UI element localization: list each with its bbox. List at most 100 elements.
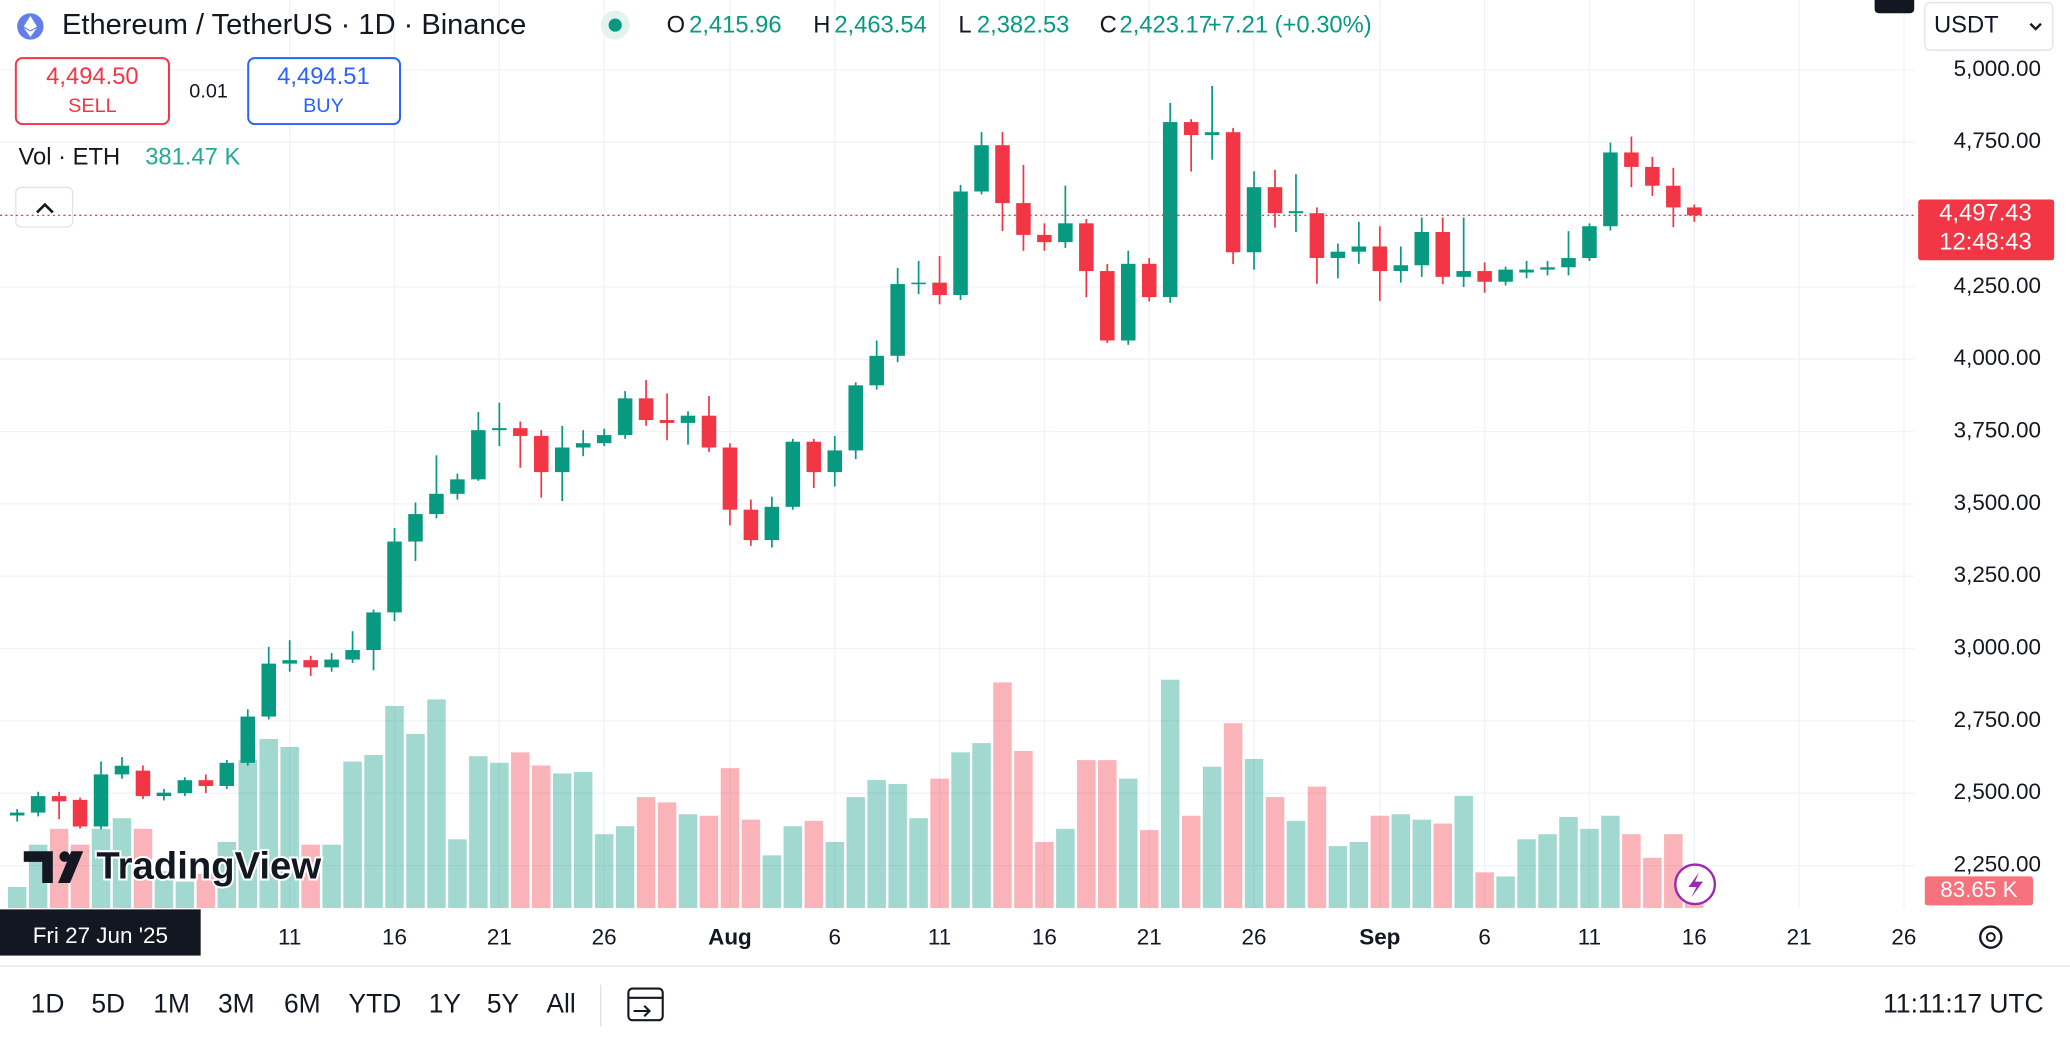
candle-body <box>1498 269 1513 282</box>
volume-bar <box>1265 797 1285 909</box>
candle-body <box>1645 166 1660 186</box>
currency: USDT <box>1934 12 1999 39</box>
volume-bar <box>1160 679 1180 909</box>
volume-bar <box>657 802 677 909</box>
candle-body <box>743 509 759 541</box>
calendar-arrow <box>633 1004 652 1018</box>
candle-body <box>1079 223 1094 272</box>
volume-bar <box>196 873 216 909</box>
candle-body <box>1351 246 1367 252</box>
candle-body <box>345 650 360 660</box>
volume-bar <box>1119 778 1138 909</box>
volume-bar <box>1538 834 1557 909</box>
candle-body <box>1666 185 1681 208</box>
volume-bar <box>1391 814 1411 909</box>
y-tick-label: 3,000.00 <box>1954 634 2041 659</box>
y-tick-label: 2,750.00 <box>1954 707 2041 732</box>
volume-bar <box>972 743 991 909</box>
candle-body <box>30 796 46 813</box>
range-button[interactable]: YTD <box>349 989 402 1019</box>
candle-body <box>995 145 1010 204</box>
volume-bar <box>364 755 383 909</box>
candle-body <box>1225 132 1241 253</box>
y-tick-label: 5,000.00 <box>1954 56 2041 81</box>
candle-body <box>282 660 297 664</box>
volume-bar <box>1580 828 1599 909</box>
candle-body <box>492 428 507 431</box>
volume-bar <box>699 815 719 909</box>
currency-dropdown[interactable] <box>1924 1 2054 51</box>
volume-bar <box>1349 841 1369 909</box>
volume-bar <box>1307 786 1327 909</box>
candle-body <box>638 398 654 421</box>
volume-bar <box>1014 750 1033 909</box>
candle-body <box>1372 246 1388 272</box>
candle-body <box>1519 269 1534 273</box>
candle-body <box>1330 251 1346 259</box>
range-button[interactable]: 3M <box>218 989 255 1019</box>
calendar-button[interactable] <box>627 987 664 1022</box>
ohlc-key: O <box>667 12 685 39</box>
candle-body <box>51 796 67 802</box>
candle-body <box>701 415 717 448</box>
y-tick-label: 3,500.00 <box>1954 490 2041 515</box>
volume-bar <box>1223 723 1243 909</box>
candle-body <box>198 780 214 786</box>
ohlc-value: 2,415.96 <box>689 12 781 39</box>
settings-button[interactable] <box>1979 925 2003 949</box>
volume-bar <box>343 761 362 909</box>
range-button[interactable]: 1D <box>31 989 65 1019</box>
top-badge[interactable] <box>1874 0 1915 14</box>
volume-bar <box>154 871 174 909</box>
candle-body <box>429 493 444 515</box>
x-tick-label: 21 <box>1787 924 1812 949</box>
y-tick-label: 3,250.00 <box>1954 562 2041 587</box>
candle-body <box>764 506 780 541</box>
volume-bar <box>259 739 278 909</box>
countdown: 12:48:43 <box>1939 228 2031 255</box>
volume-bar <box>238 760 258 909</box>
candle-body <box>261 663 276 717</box>
candle-body <box>1540 267 1555 270</box>
range-button[interactable]: 5Y <box>487 989 520 1019</box>
volume-bar <box>804 820 824 909</box>
range-button[interactable]: 1M <box>153 989 190 1019</box>
candle-body <box>575 443 591 448</box>
volume-bar <box>846 797 865 909</box>
candle-body <box>387 541 402 613</box>
volume-bar <box>1077 760 1096 909</box>
crosshair-date: Fri 27 Jun '25 <box>33 923 168 948</box>
candle-body <box>156 792 172 797</box>
buy-button[interactable] <box>247 57 401 126</box>
candle-body <box>722 447 738 510</box>
candle-body <box>471 430 486 480</box>
candle-body <box>1141 263 1157 298</box>
y-tick-label: 4,250.00 <box>1954 273 2041 298</box>
candle-body <box>596 435 612 444</box>
sell-button[interactable] <box>14 57 170 126</box>
candles <box>9 85 1702 830</box>
volume-bar <box>636 797 656 909</box>
y-tick-label: 4,750.00 <box>1954 128 2041 153</box>
volume-bar <box>594 834 614 909</box>
volume-bar <box>1643 857 1662 909</box>
volume-bar <box>1139 830 1159 909</box>
candle-body <box>135 770 151 797</box>
range-button[interactable]: 1Y <box>429 989 462 1019</box>
volume-bar <box>280 747 299 909</box>
volume-bar <box>720 768 740 909</box>
volume-label: 83.65 K <box>1940 877 2017 902</box>
candle-body <box>1561 258 1576 268</box>
candle-body <box>177 780 193 794</box>
x-tick-label: 26 <box>1891 924 1916 949</box>
collapse-button[interactable] <box>15 186 74 228</box>
buy-label: BUY <box>303 95 344 117</box>
volume-bar <box>1181 815 1201 909</box>
volume-bar <box>573 772 593 909</box>
candle-body <box>513 428 528 436</box>
range-button[interactable]: 5D <box>91 989 125 1019</box>
range-button[interactable]: All <box>546 989 575 1019</box>
range-button[interactable]: 6M <box>284 989 321 1019</box>
volume-bar <box>49 828 69 909</box>
